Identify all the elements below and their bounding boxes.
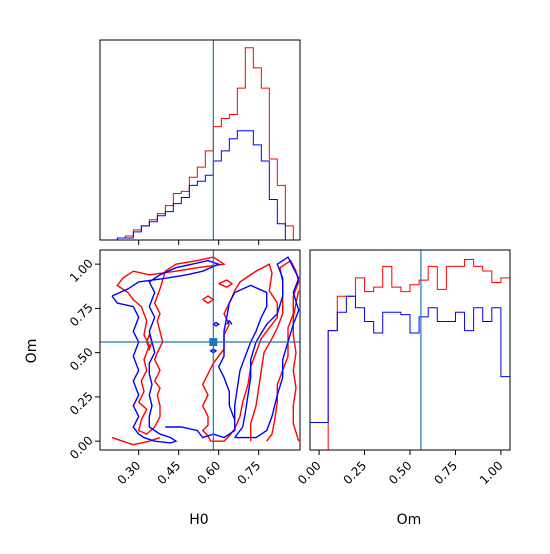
contour-blue [165,284,268,439]
h0-histogram-frame [99,39,301,241]
om-y-tick-label: 1.00 [67,256,96,285]
contour-red [218,279,234,288]
h0-x-tick-label: 0.45 [155,458,184,487]
om-x-tick-label: 1.00 [477,458,506,487]
om-y-tick-label: 0.00 [67,433,96,462]
contour-blue [226,319,233,325]
contour-red [116,256,226,435]
contour-blue [111,259,221,444]
om-x-tick-label: 0.25 [340,458,369,487]
x-axis-label-h0: H0 [189,512,208,528]
h0-x-tick-label: 0.75 [235,458,264,487]
contour-red [292,290,300,442]
om-histogram-blue-series [309,295,511,450]
contour-red [250,259,300,442]
h0-x-tick-label: 0.60 [195,458,224,487]
om-histogram-frame [309,249,511,451]
om-histogram-panel: 0.00 0.25 0.50 0.75 1.00 [295,249,511,487]
h0-histogram-blue-series [109,130,294,241]
om-x-tick-label: 0.00 [295,458,324,487]
om-x-tick-label: 0.50 [386,458,415,487]
contour-blue [234,256,300,439]
contour-blue [212,321,220,327]
om-y-tick-label: 0.75 [67,301,96,330]
contour-frame [99,249,301,451]
contour-red [201,263,278,442]
om-y-tick-label: 0.25 [67,389,96,418]
truth-marker [209,338,218,347]
h0-histogram-red-series [109,47,294,241]
om-y-tick-label: 0.50 [67,345,96,374]
h0-om-contour-panel: 0.30 0.45 0.60 0.75 0.00 0.25 0.50 0.75 1.00 [67,249,301,487]
om-x-tick-label: 0.75 [431,458,460,487]
om-histogram-red-series [310,259,511,451]
y-axis-label-om: Om [24,339,40,364]
contour-red [202,295,215,304]
x-axis-label-om: Om [397,512,422,528]
h0-x-tick-label: 0.30 [115,458,144,487]
h0-histogram-panel [99,39,301,245]
contour-lines [111,256,300,446]
